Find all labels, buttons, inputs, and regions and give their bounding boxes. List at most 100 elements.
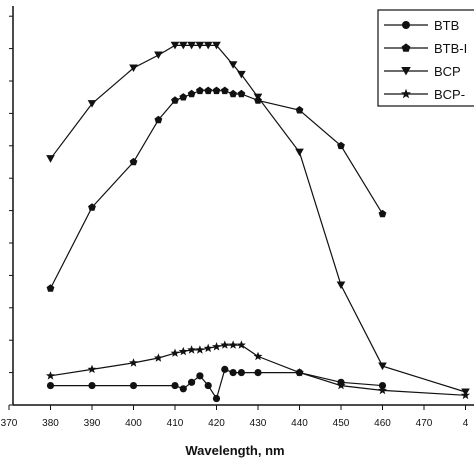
legend-entry: BTB-I [384, 41, 467, 56]
data-point [229, 89, 237, 98]
data-point [212, 394, 221, 403]
x-tick-label: 410 [167, 418, 184, 429]
legend-marker [402, 21, 410, 29]
data-point [204, 381, 212, 390]
x-tick-label: 460 [374, 418, 391, 429]
data-point [228, 340, 238, 349]
legend-marker [401, 67, 411, 76]
x-tick-label: 380 [42, 418, 59, 429]
data-point [87, 364, 97, 374]
x-tick-label: 420 [208, 418, 225, 429]
data-point [220, 86, 229, 95]
series-btb-i [46, 86, 387, 292]
x-tick-label: 390 [84, 418, 101, 429]
legend-marker [401, 88, 411, 99]
legend-label: BTB [434, 18, 459, 33]
data-point [196, 372, 204, 380]
data-point [336, 281, 346, 290]
series-layer [46, 41, 470, 403]
data-point [236, 340, 246, 349]
data-point [237, 89, 246, 98]
data-point [153, 353, 163, 362]
x-tick-label: 440 [291, 418, 308, 429]
data-point [87, 100, 97, 108]
data-point [378, 385, 387, 395]
legend-box [377, 9, 474, 107]
data-point [378, 362, 387, 371]
data-point [129, 157, 138, 166]
data-point [212, 41, 221, 50]
data-point [378, 381, 387, 390]
data-point [229, 369, 237, 377]
data-point [171, 96, 179, 104]
legend-entry: BTB [384, 18, 459, 33]
data-point [154, 51, 163, 60]
chart-axes: 370 380 390 400 410 420 430 440 450 460 470 4 [1, 6, 474, 429]
x-tick-label: 450 [333, 418, 350, 429]
legend-entry: BCP- [384, 87, 465, 102]
series-line [50, 368, 383, 400]
series-line [50, 344, 466, 396]
x-axis-title: Wavelength, nm [185, 443, 284, 458]
data-point [88, 203, 96, 211]
data-point [221, 365, 229, 373]
x-tick-label: 370 [1, 418, 18, 429]
data-point [253, 351, 263, 361]
legend-entry: BCP [384, 64, 461, 79]
legend-marker [401, 43, 411, 52]
legend-label: BCP [434, 64, 461, 79]
x-tick-label: 470 [416, 418, 433, 429]
data-point [337, 141, 345, 150]
data-point [295, 367, 304, 377]
legend: BTB BTB-I BCP BCP- [377, 9, 474, 107]
series-btb [46, 365, 387, 403]
data-point [203, 41, 213, 50]
data-point [170, 41, 180, 50]
data-point [461, 390, 470, 400]
data-point [212, 86, 221, 95]
data-point [237, 70, 246, 79]
data-point [188, 378, 196, 386]
data-point [203, 343, 213, 353]
data-point [129, 64, 138, 72]
data-point [171, 381, 179, 390]
data-point [46, 284, 55, 292]
data-point [170, 348, 180, 357]
data-point [178, 41, 188, 50]
data-point [220, 340, 230, 349]
data-point [46, 371, 55, 380]
data-point [187, 89, 196, 98]
data-point [336, 380, 346, 390]
data-point [195, 41, 205, 50]
series-bcp [46, 41, 470, 396]
x-tick-label: 4 [463, 418, 469, 429]
data-point [295, 148, 304, 157]
data-point [195, 345, 205, 354]
legend-label: BTB-I [434, 41, 467, 56]
data-point [254, 369, 262, 377]
legend-label: BCP- [434, 87, 465, 102]
data-point [154, 115, 163, 124]
data-point [88, 381, 96, 390]
data-point [253, 93, 263, 102]
data-point [179, 93, 188, 101]
data-point [187, 345, 197, 354]
series-bcp [46, 340, 470, 400]
data-point [178, 346, 188, 356]
data-point [129, 381, 138, 390]
data-point [46, 155, 55, 163]
data-point [228, 61, 238, 69]
x-tick-label: 430 [250, 418, 267, 429]
data-point [212, 342, 221, 351]
data-point [196, 86, 204, 95]
data-point [204, 86, 213, 95]
data-point [179, 385, 187, 393]
data-point [46, 381, 55, 390]
data-point [295, 106, 304, 114]
data-point [129, 358, 138, 367]
data-point [187, 41, 196, 50]
data-point [378, 209, 387, 218]
data-point [237, 369, 245, 377]
x-tick-label: 400 [125, 418, 142, 429]
